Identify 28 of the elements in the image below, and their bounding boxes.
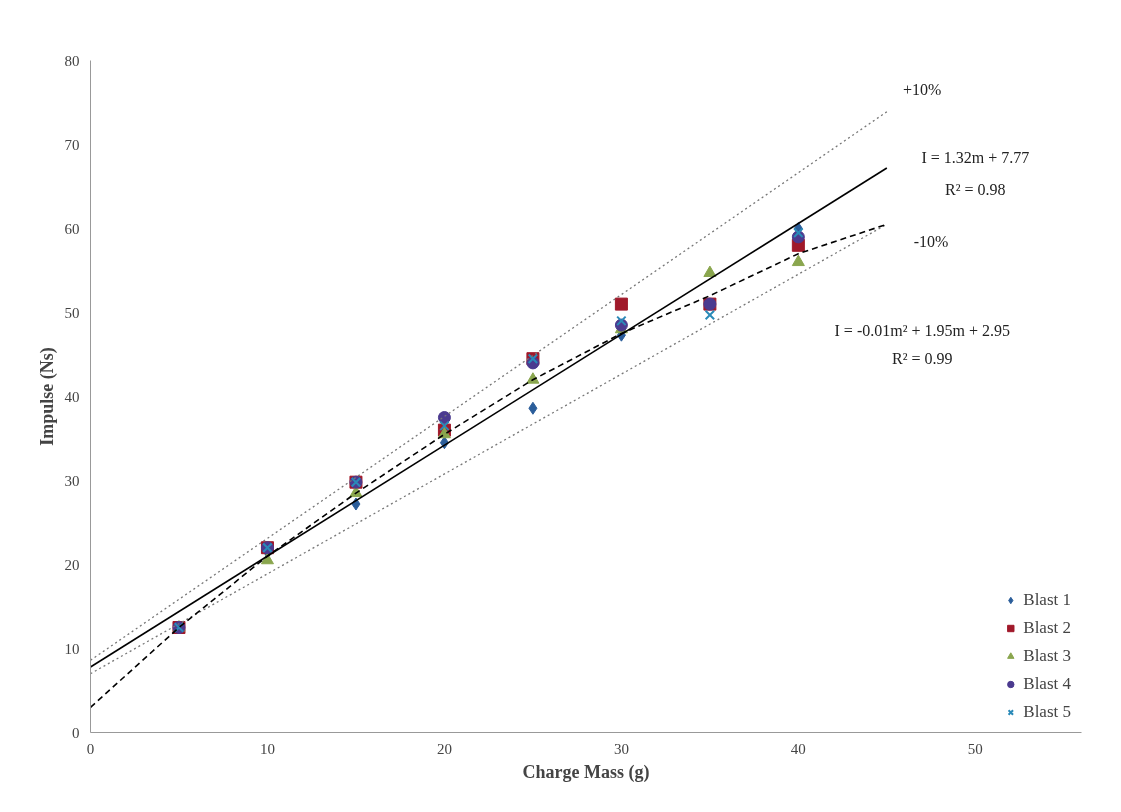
- annotation: +10%: [903, 80, 942, 98]
- x-axis-title: Charge Mass (g): [522, 761, 650, 783]
- y-tick-label: 80: [64, 52, 80, 69]
- legend-label: Blast 3: [1023, 646, 1071, 666]
- y-tick-label: 10: [64, 640, 80, 657]
- annotation: I = -0.01m² + 1.95m + 2.95: [834, 321, 1010, 339]
- y-tick-label: 40: [64, 388, 80, 405]
- legend-label: Blast 4: [1023, 674, 1071, 694]
- y-tick-label: 0: [72, 724, 80, 741]
- annotation: R² = 0.99: [891, 350, 953, 368]
- x-tick-label: 40: [790, 740, 806, 757]
- y-tick-label: 70: [64, 136, 80, 153]
- y-tick-label: 20: [64, 556, 80, 573]
- legend-label: Blast 1: [1023, 590, 1071, 610]
- x-tick-label: 0: [86, 740, 95, 757]
- x-tick-label: 50: [967, 740, 983, 757]
- y-tick-label: 30: [64, 472, 80, 489]
- x-tick-label: 30: [613, 740, 629, 757]
- y-tick-label: 50: [64, 304, 80, 321]
- legend-label: Blast 5: [1023, 702, 1071, 722]
- annotation: R² = 0.98: [945, 181, 1006, 199]
- annotation: I = 1.32m + 7.77: [921, 148, 1030, 166]
- y-axis-title: Impulse (Ns): [36, 347, 58, 446]
- y-tick-label: 60: [64, 220, 80, 237]
- legend-label: Blast 2: [1023, 618, 1071, 638]
- x-tick-label: 20: [436, 740, 452, 757]
- annotation: -10%: [913, 232, 949, 250]
- x-tick-label: 10: [259, 740, 275, 757]
